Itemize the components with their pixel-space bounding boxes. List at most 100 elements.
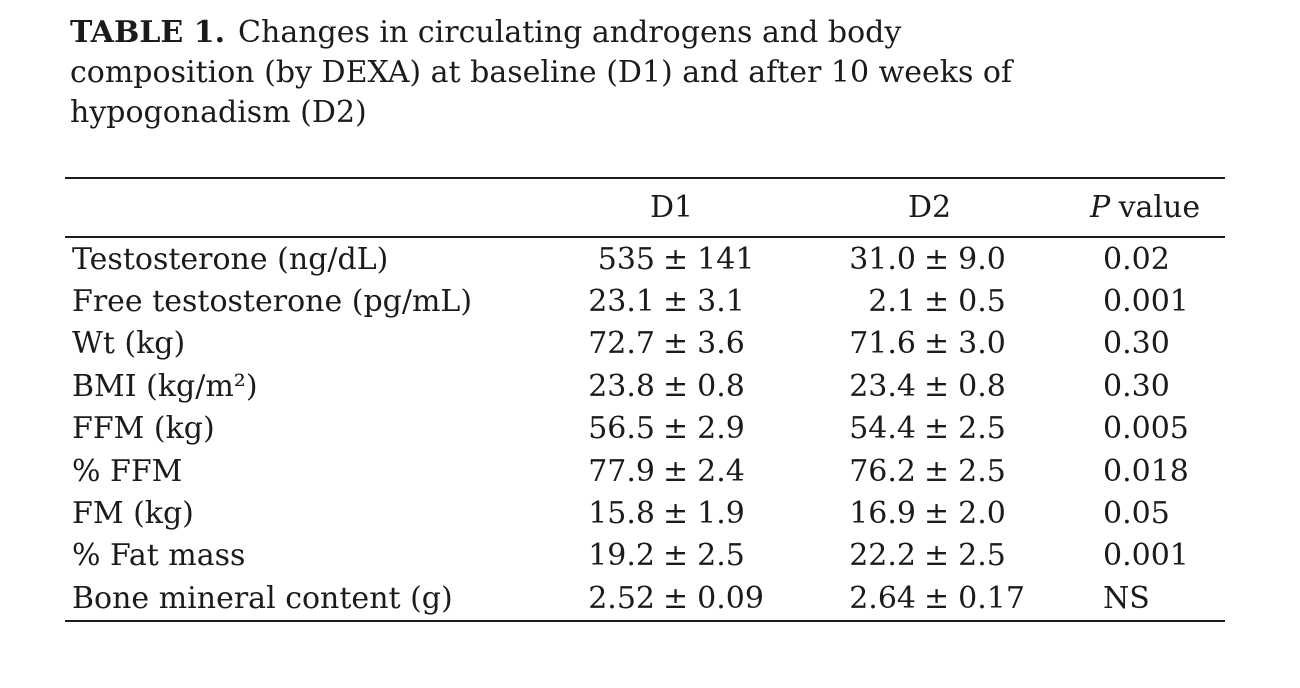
table-row: Testosterone (ng/dL) 535 ±141 31.0 ±9.0 0.… [65, 237, 1225, 280]
d2-mean: 2.1 [868, 284, 916, 320]
d2-sd: 2.5 [958, 411, 1006, 447]
plus-minus-sign: ± [663, 496, 689, 532]
d1-cell: 77.9 ±2.4 [520, 450, 782, 492]
d2-cell: 31.0 ±9.0 [782, 237, 1055, 280]
p-cell: 0.30 [1055, 365, 1225, 407]
d1-mean: 56.5 [588, 411, 655, 447]
d2-sd: 2.5 [958, 538, 1006, 574]
p-value: 0.30 [1103, 326, 1170, 362]
plus-minus-sign: ± [663, 326, 689, 362]
d1-mean: 23.8 [588, 368, 655, 404]
table-row: FFM (kg) 56.5 ±2.9 54.4 ±2.5 0.005 [65, 408, 1225, 450]
table-caption: TABLE 1. Changes in circulating androgens… [70, 13, 1012, 133]
d2-cell: 22.2 ±2.5 [782, 535, 1055, 577]
p-cell: 0.001 [1055, 535, 1225, 577]
d2-mean: 22.2 [849, 538, 916, 574]
d2-mean: 54.4 [849, 411, 916, 447]
d1-mean: 15.8 [588, 496, 655, 532]
table-row: Wt (kg) 72.7 ±3.6 71.6 ±3.0 0.30 [65, 323, 1225, 365]
row-label: Testosterone (ng/dL) [72, 241, 389, 277]
p-cell: NS [1055, 577, 1225, 620]
d2-cell: 76.2 ±2.5 [782, 450, 1055, 492]
row-label: Free testosterone (pg/mL) [72, 284, 473, 320]
d2-sd: 2.0 [958, 496, 1006, 532]
d2-cell: 2.64 ±0.17 [782, 577, 1055, 620]
p-cell: 0.018 [1055, 450, 1225, 492]
d2-cell: 71.6 ±3.0 [782, 323, 1055, 365]
p-value: 0.30 [1103, 368, 1170, 404]
d1-sd: 3.1 [697, 284, 745, 320]
d1-sd: 2.9 [697, 411, 745, 447]
table-row: Free testosterone (pg/mL) 23.1 ±3.1 2.1 ±0… [65, 280, 1225, 322]
p-value: 0.005 [1103, 411, 1189, 447]
p-value: 0.018 [1103, 453, 1189, 489]
d1-mean: 2.52 [588, 580, 655, 616]
d2-mean: 71.6 [849, 326, 916, 362]
d1-sd: 3.6 [697, 326, 745, 362]
p-cell: 0.02 [1055, 237, 1225, 280]
header-d2: D2 [782, 178, 1055, 238]
p-cell: 0.001 [1055, 280, 1225, 322]
plus-minus-sign: ± [663, 580, 689, 616]
table-label: TABLE 1. [70, 15, 226, 50]
d2-sd: 3.0 [958, 326, 1006, 362]
d1-sd: 141 [697, 241, 755, 277]
d2-mean: 23.4 [849, 368, 916, 404]
plus-minus-sign: ± [924, 241, 950, 277]
row-label: % FFM [72, 453, 183, 489]
p-cell: 0.30 [1055, 323, 1225, 365]
plus-minus-sign: ± [663, 538, 689, 574]
plus-minus-sign: ± [663, 368, 689, 404]
plus-minus-sign: ± [663, 411, 689, 447]
d1-cell: 15.8 ±1.9 [520, 492, 782, 534]
plus-minus-sign: ± [924, 580, 950, 616]
header-d1: D1 [520, 178, 782, 238]
p-value: 0.05 [1103, 496, 1170, 532]
row-label: FM (kg) [72, 496, 194, 532]
row-label: Bone mineral content (g) [72, 580, 453, 616]
d2-cell: 16.9 ±2.0 [782, 492, 1055, 534]
row-label: BMI (kg/m²) [72, 368, 258, 404]
plus-minus-sign: ± [924, 538, 950, 574]
d1-mean: 77.9 [588, 453, 655, 489]
p-value: 0.001 [1103, 538, 1189, 574]
d1-mean: 23.1 [588, 284, 655, 320]
table-row: FM (kg) 15.8 ±1.9 16.9 ±2.0 0.05 [65, 492, 1225, 534]
d2-cell: 23.4 ±0.8 [782, 365, 1055, 407]
p-value: NS [1103, 580, 1150, 616]
d2-mean: 2.64 [849, 580, 916, 616]
caption-line-3: hypogonadism (D2) [70, 95, 367, 130]
table-row: % Fat mass 19.2 ±2.5 22.2 ±2.5 0.001 [65, 535, 1225, 577]
d1-cell: 19.2 ±2.5 [520, 535, 782, 577]
table-row: Bone mineral content (g) 2.52 ±0.09 2.64 ±… [65, 577, 1225, 620]
row-label: % Fat mass [72, 538, 246, 574]
d1-cell: 23.1 ±3.1 [520, 280, 782, 322]
d2-sd: 9.0 [958, 241, 1006, 277]
plus-minus-sign: ± [924, 411, 950, 447]
row-label: Wt (kg) [72, 326, 186, 362]
plus-minus-sign: ± [663, 453, 689, 489]
p-cell: 0.05 [1055, 492, 1225, 534]
d1-mean: 535 [597, 241, 655, 277]
d2-mean: 16.9 [849, 496, 916, 532]
d1-cell: 23.8 ±0.8 [520, 365, 782, 407]
plus-minus-sign: ± [924, 453, 950, 489]
plus-minus-sign: ± [924, 496, 950, 532]
header-parameter [65, 178, 520, 238]
table-body: Testosterone (ng/dL) 535 ±141 31.0 ±9.0 0.… [65, 237, 1225, 621]
d1-cell: 72.7 ±3.6 [520, 323, 782, 365]
d1-sd: 2.5 [697, 538, 745, 574]
d2-mean: 76.2 [849, 453, 916, 489]
table-row: % FFM 77.9 ±2.4 76.2 ±2.5 0.018 [65, 450, 1225, 492]
caption-line-2: composition (by DEXA) at baseline (D1) a… [70, 55, 1013, 90]
d2-sd: 2.5 [958, 453, 1006, 489]
plus-minus-sign: ± [924, 326, 950, 362]
plus-minus-sign: ± [663, 284, 689, 320]
table-row: BMI (kg/m²) 23.8 ±0.8 23.4 ±0.8 0.30 [65, 365, 1225, 407]
d1-sd: 1.9 [697, 496, 745, 532]
d2-cell: 54.4 ±2.5 [782, 408, 1055, 450]
caption-line-1: Changes in circulating androgens and bod… [238, 15, 902, 50]
d1-cell: 56.5 ±2.9 [520, 408, 782, 450]
d1-sd: 0.09 [697, 580, 764, 616]
